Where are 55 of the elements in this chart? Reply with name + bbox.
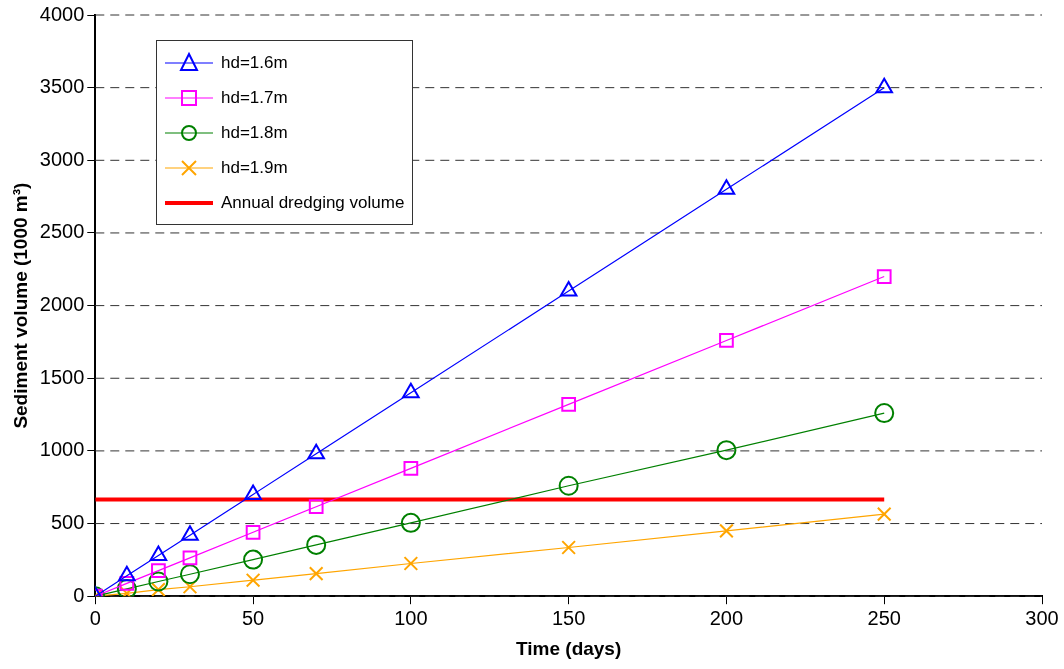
- y-tick-label: 4000: [39, 2, 85, 25]
- y-tick-label: 3000: [39, 147, 85, 170]
- x-tick-label: 100: [394, 606, 428, 629]
- point: [403, 556, 419, 571]
- x-tick-label: 150: [551, 606, 586, 629]
- y-tick-label: 2500: [39, 220, 85, 243]
- point: [308, 499, 324, 515]
- point: [245, 524, 261, 540]
- legend-label: hd=1.8m: [221, 122, 288, 143]
- y-tick-label: 2000: [39, 293, 85, 316]
- point: [151, 563, 166, 578]
- point: [716, 440, 737, 461]
- point: [875, 77, 894, 94]
- point: [717, 179, 736, 195]
- point: [876, 269, 892, 284]
- y-tick-label: 1000: [39, 438, 85, 461]
- point: [402, 382, 420, 399]
- y-tick-label: 500: [50, 511, 85, 534]
- y-tick-label: 3500: [39, 75, 85, 98]
- x-axis-title: Time (days): [516, 637, 622, 659]
- point: [151, 582, 166, 597]
- point: [719, 333, 734, 348]
- point: [179, 564, 200, 585]
- point: [874, 403, 895, 424]
- point: [182, 579, 198, 595]
- point: [245, 572, 261, 588]
- point: [559, 281, 578, 297]
- point: [307, 443, 325, 460]
- y-axis-title: Sediment volume (1000 m³): [9, 182, 31, 429]
- x-tick-label: 250: [867, 606, 901, 629]
- x-tick-label: 300: [1025, 606, 1059, 629]
- legend-label: hd=1.9m: [221, 157, 288, 178]
- point: [148, 571, 169, 592]
- point: [719, 523, 734, 539]
- x-tick-label: 200: [709, 606, 744, 629]
- point: [181, 525, 199, 541]
- y-tick-label: 0: [73, 583, 85, 606]
- point: [403, 460, 419, 476]
- legend-label: hd=1.6m: [221, 52, 288, 73]
- point: [561, 540, 577, 555]
- point: [182, 550, 198, 566]
- x-tick-label: 50: [241, 606, 265, 629]
- point: [243, 549, 264, 570]
- point: [561, 397, 577, 412]
- point: [876, 506, 892, 522]
- point: [149, 545, 168, 562]
- y-tick-label: 1500: [39, 365, 85, 388]
- legend-label: Annual dredging volume: [221, 192, 405, 213]
- point: [400, 512, 421, 533]
- legend-label: hd=1.7m: [221, 87, 288, 108]
- x-tick-label: 0: [89, 606, 101, 629]
- point: [116, 578, 137, 597]
- point: [558, 475, 579, 496]
- point: [308, 566, 324, 582]
- point: [306, 534, 327, 555]
